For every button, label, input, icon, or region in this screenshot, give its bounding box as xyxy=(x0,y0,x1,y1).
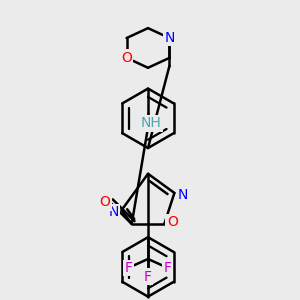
Text: F: F xyxy=(164,261,172,275)
Text: N: N xyxy=(164,31,175,45)
Text: NH: NH xyxy=(141,116,161,130)
Text: O: O xyxy=(121,51,132,65)
Text: F: F xyxy=(144,270,152,284)
Text: F: F xyxy=(124,261,132,275)
Text: N: N xyxy=(177,188,188,202)
Text: O: O xyxy=(167,215,178,229)
Text: N: N xyxy=(109,205,119,219)
Text: O: O xyxy=(100,195,110,209)
